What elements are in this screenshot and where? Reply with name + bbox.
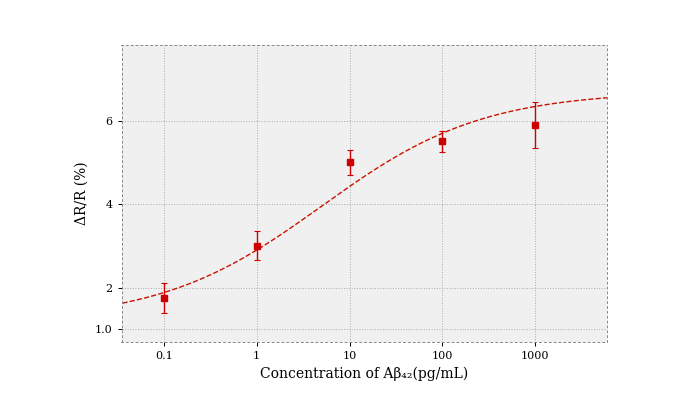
Y-axis label: ΔR/R (%): ΔR/R (%) <box>75 162 89 225</box>
X-axis label: Concentration of Aβ₄₂(pg/mL): Concentration of Aβ₄₂(pg/mL) <box>261 367 468 381</box>
